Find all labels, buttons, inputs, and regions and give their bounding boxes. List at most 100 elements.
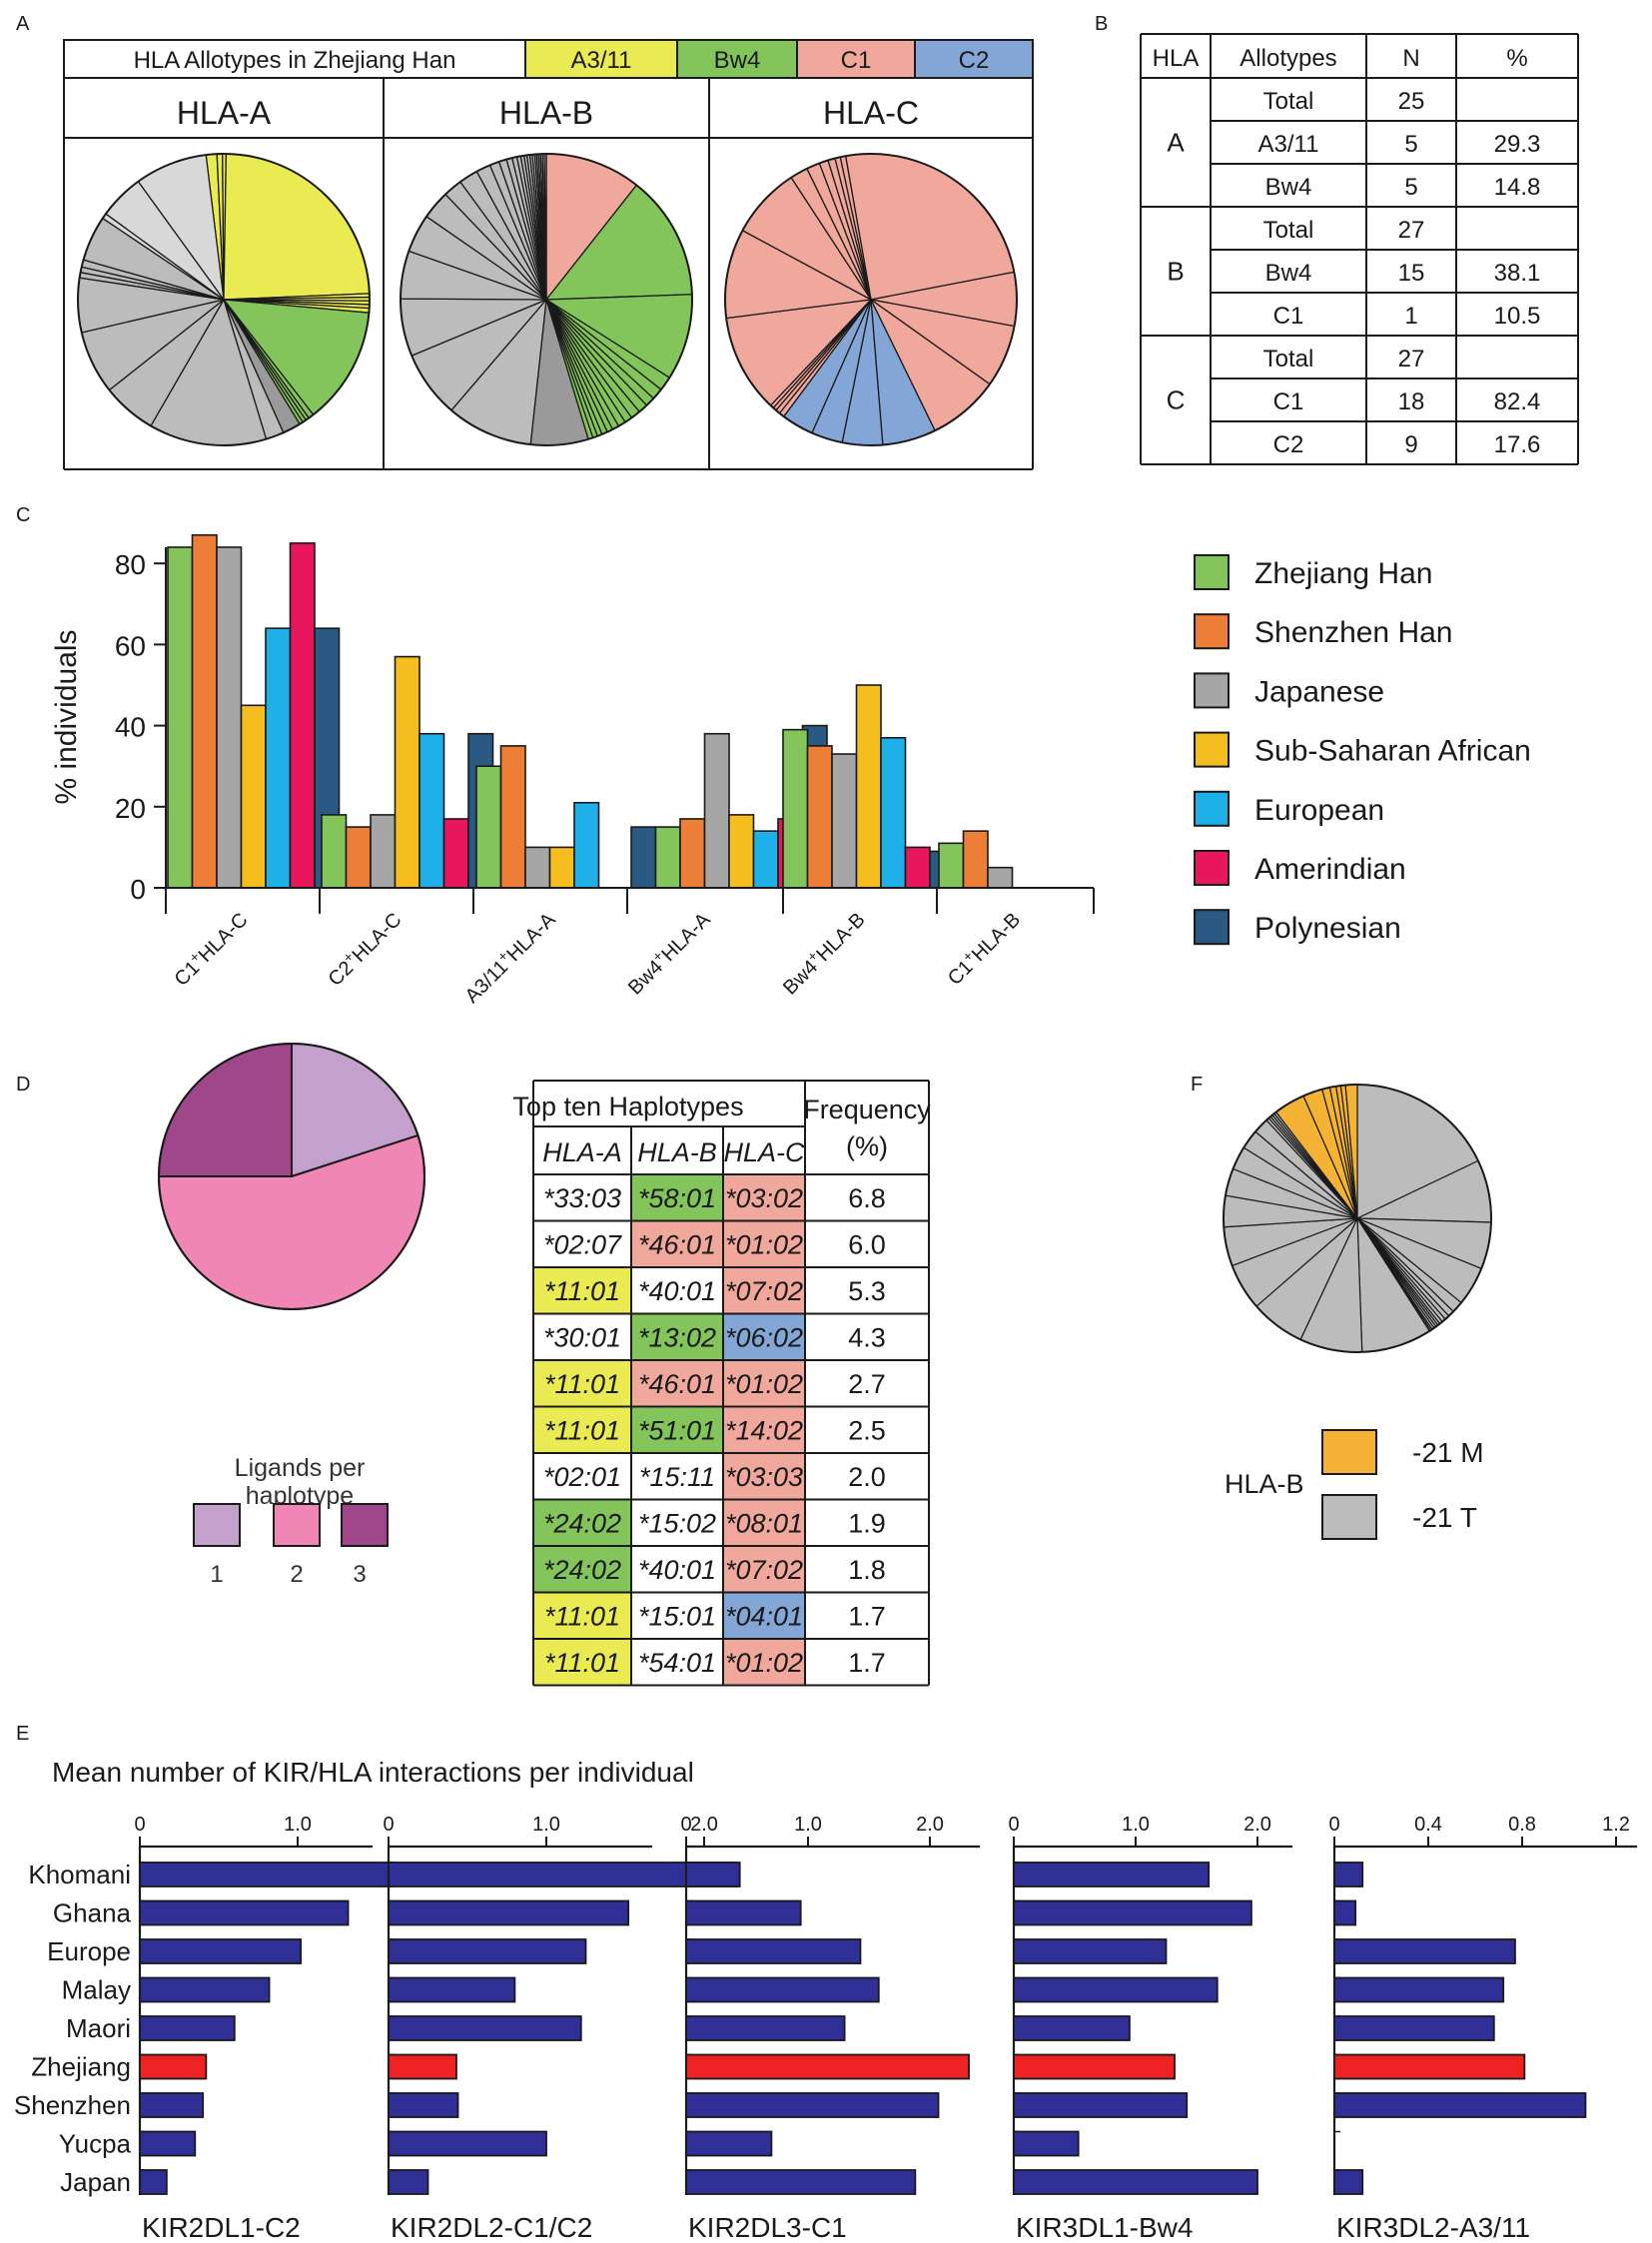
e-bar-khomani xyxy=(1333,1862,1364,1887)
e-bar-khomani xyxy=(1013,1862,1211,1887)
c-y-tick-label: 0 xyxy=(130,874,146,905)
d-table-cell-bg xyxy=(631,1592,723,1639)
e-bar-ghana xyxy=(1333,1899,1357,1926)
pie-hla-b xyxy=(400,153,693,446)
e-category-maori: Maori xyxy=(66,2013,131,2043)
locus-header-hla-c: HLA-C xyxy=(823,95,919,131)
d-table-cell-bg xyxy=(723,1174,805,1221)
table-b-n: 1 xyxy=(1404,303,1417,330)
c-legend-swatch-zhejiang-han xyxy=(1194,554,1230,590)
e-category-ghana: Ghana xyxy=(53,1898,132,1928)
d-table-cell-bg xyxy=(533,1313,631,1360)
c-bar-zhejiang-han xyxy=(475,765,502,889)
e-bar-europe xyxy=(1333,1938,1516,1964)
d-table-cell-bg xyxy=(533,1220,631,1267)
c-bar-shenzhen-han xyxy=(806,745,833,889)
e-bar-ghana xyxy=(1013,1899,1252,1926)
e-bar-japan xyxy=(1333,2169,1364,2195)
d-ligand-pie-outline xyxy=(158,1043,425,1310)
d-table-cell-bg xyxy=(631,1267,723,1314)
d-table-cell-bg xyxy=(533,1499,631,1546)
c-y-tick-label: 20 xyxy=(115,793,146,824)
legend-label-bw4: Bw4 xyxy=(714,47,761,74)
e-category-yucpa: Yucpa xyxy=(59,2129,132,2159)
table-b-allotype: Bw4 xyxy=(1265,174,1312,201)
e-tick-label: 2.0 xyxy=(1243,1814,1271,1836)
e-bar-malay xyxy=(388,1976,516,2003)
c-legend-label-polynesian: Polynesian xyxy=(1254,912,1401,945)
d-table-cell: *33:03 xyxy=(543,1183,621,1213)
e-tick-label: 2.0 xyxy=(916,1814,944,1836)
d-table-cell: *15:02 xyxy=(638,1509,716,1539)
e-bar-shenzhen xyxy=(1333,2092,1587,2118)
d-ligand-pie-slice xyxy=(158,1043,293,1177)
e-bar-europe xyxy=(1013,1938,1168,1964)
c-legend-swatch-japanese xyxy=(1194,672,1230,709)
d-table-cell-bg xyxy=(631,1453,723,1500)
d-table-cell-bg xyxy=(631,1360,723,1407)
legend-label-c1: C1 xyxy=(841,47,872,74)
e-bar-shenzhen xyxy=(685,2092,940,2118)
c-bar-japanese xyxy=(703,732,730,889)
e-bar-zhejiang xyxy=(685,2053,970,2080)
table-b-locus-a: A xyxy=(1167,128,1185,158)
pie-hla-a-outline xyxy=(77,153,371,446)
table-b-n: 5 xyxy=(1404,131,1417,158)
d-table-cell-bg xyxy=(533,1592,631,1639)
c-bar-japanese xyxy=(831,753,858,889)
legend-label-a311: A3/11 xyxy=(571,47,632,74)
panel-label-a: A xyxy=(16,13,30,35)
d-table-cell: *04:01 xyxy=(725,1602,803,1632)
d-table-cell-bg xyxy=(533,1360,631,1407)
d-table-cell: *30:01 xyxy=(543,1323,621,1353)
table-b-locus-b: B xyxy=(1167,257,1184,287)
c-y-label: % individuals xyxy=(50,629,83,804)
d-table-cell: *24:02 xyxy=(543,1509,621,1539)
table-b-allotype: Total xyxy=(1263,217,1314,244)
d-table-freq-unit: (%) xyxy=(846,1131,888,1161)
table-b-header-1: Allotypes xyxy=(1239,45,1336,72)
d-table-cell-bg xyxy=(533,1267,631,1314)
d-table-cell-bg xyxy=(723,1360,805,1407)
pie-hla-b-outline xyxy=(400,153,693,446)
c-legend-label-japanese: Japanese xyxy=(1254,675,1384,708)
f-legend-label-1: -21 T xyxy=(1412,1502,1477,1533)
locus-header-hla-b: HLA-B xyxy=(499,95,593,131)
d-legend-label-2: 2 xyxy=(290,1561,303,1588)
c-category-label: C1+HLA-C xyxy=(168,906,253,991)
e-subplot-label-kir2dl2-c1/c2: KIR2DL2-C1/C2 xyxy=(391,2212,592,2243)
pie-hla-c-outline xyxy=(724,153,1018,446)
d-table-frequency: 6.0 xyxy=(848,1230,886,1260)
e-category-malay: Malay xyxy=(62,1975,131,2005)
e-bar-zhejiang xyxy=(1013,2053,1176,2080)
e-tick-label: 1.0 xyxy=(794,1814,822,1836)
e-bar-maori xyxy=(139,2015,236,2041)
f-legend-swatch-1 xyxy=(1321,1494,1377,1540)
e-bar-europe xyxy=(139,1938,303,1964)
c-legend-swatch-amerindian xyxy=(1194,850,1230,886)
panel-label-d: D xyxy=(16,1074,30,1096)
f-legend-label-0: -21 M xyxy=(1412,1437,1484,1468)
e-subplot-label-kir3dl2-a3/11: KIR3DL2-A3/11 xyxy=(1336,2212,1530,2243)
e-bar-shenzhen xyxy=(388,2092,459,2118)
pie-hla-a-slice xyxy=(223,153,371,301)
e-bar-malay xyxy=(685,1976,880,2003)
e-bar-zhejiang xyxy=(388,2053,457,2080)
d-table-cell: *11:01 xyxy=(544,1416,620,1446)
c-category-label: A3/11+HLA-A xyxy=(458,906,560,1008)
c-legend-label-sub-saharan-african: Sub-Saharan African xyxy=(1254,735,1531,768)
e-tick-label: 1.0 xyxy=(532,1814,560,1836)
e-bar-japan xyxy=(139,2169,168,2195)
panel-a-title-box xyxy=(63,39,526,79)
e-bar-shenzhen xyxy=(1013,2092,1189,2118)
c-bar-european xyxy=(418,732,445,889)
d-ligand-pie xyxy=(158,1043,425,1310)
d-table-cell-bg xyxy=(723,1499,805,1546)
d-table-cell: *11:01 xyxy=(544,1602,620,1632)
legend-swatch-c2 xyxy=(914,39,1034,79)
c-category-label: C1+HLA-B xyxy=(941,906,1025,990)
e-bar-khomani xyxy=(139,1862,394,1887)
table-b-n: 15 xyxy=(1398,260,1425,287)
c-bar-zhejiang-han xyxy=(782,728,809,889)
d-table-cell: *14:02 xyxy=(725,1416,803,1446)
